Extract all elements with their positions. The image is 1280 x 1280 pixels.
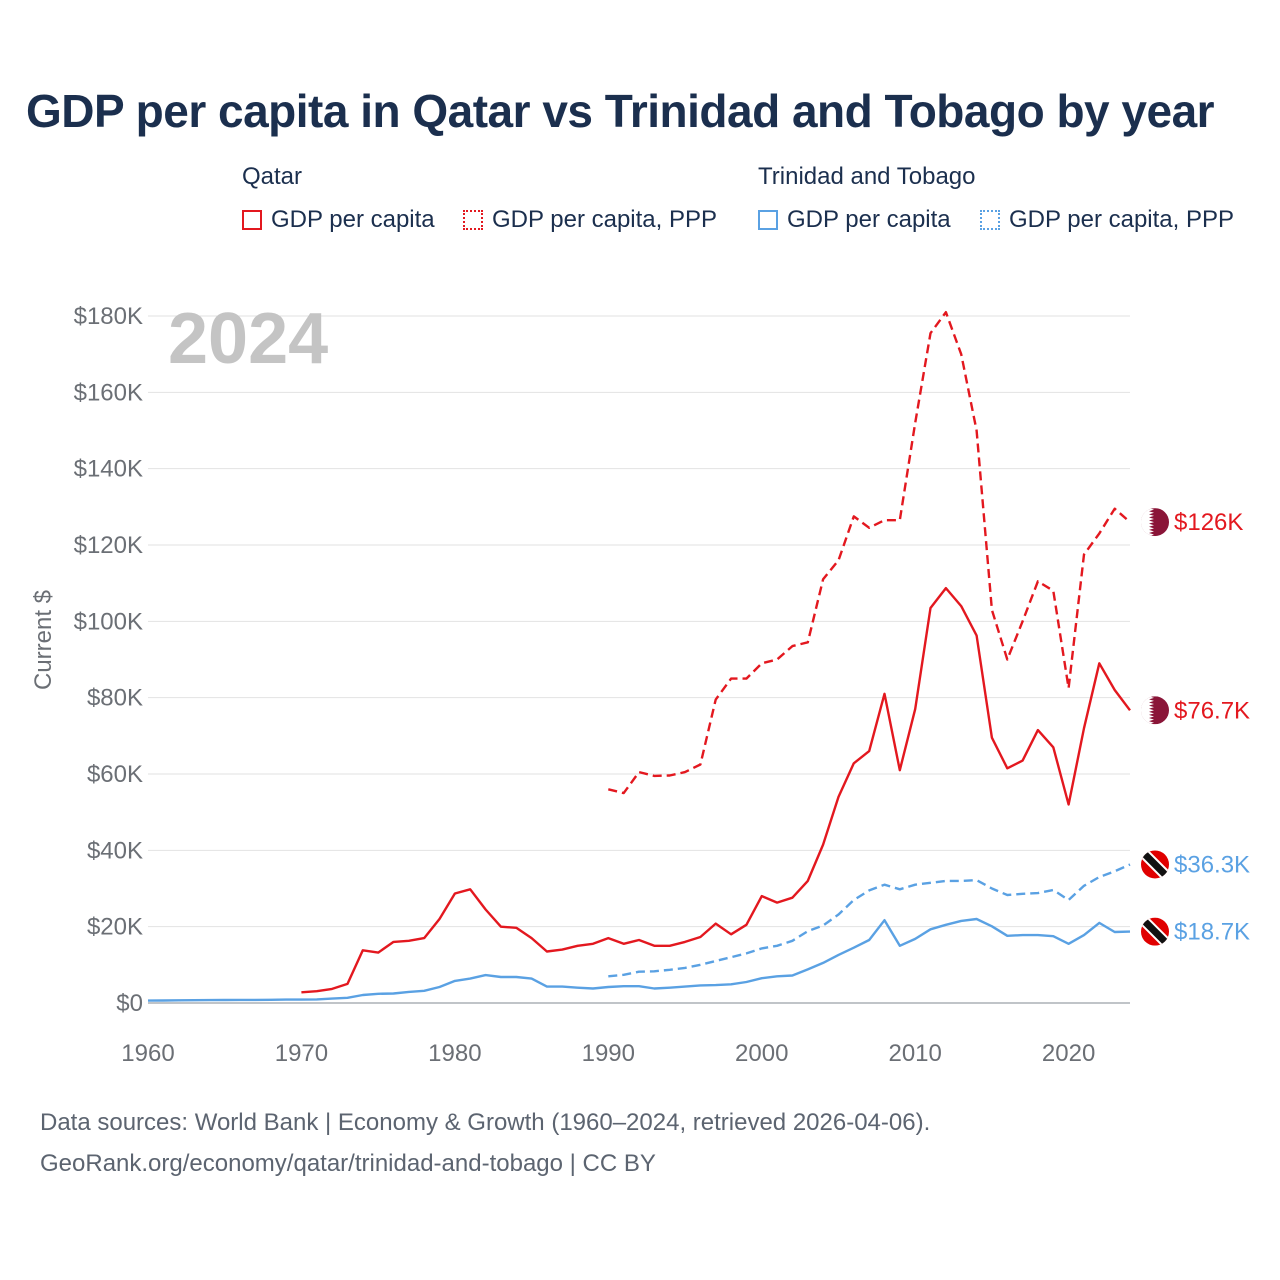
end-value-label: $36.3K	[1174, 851, 1250, 878]
legend-swatch-dotted-red	[463, 210, 483, 230]
x-tick-label: 2010	[888, 1040, 941, 1067]
legend-item-trinidad-gdp[interactable]: GDP per capita	[758, 206, 951, 234]
series-line-1	[608, 311, 1131, 795]
series-lines	[147, 311, 1131, 1002]
x-tick-label: 1990	[582, 1040, 635, 1067]
y-tick-label: $20K	[87, 914, 143, 941]
x-tick-label: 1980	[428, 1040, 481, 1067]
legend-swatch-solid-blue	[758, 210, 778, 230]
legend-label: GDP per capita, PPP	[1009, 206, 1234, 233]
y-axis-ticks: $0 $20K $40K $60K $80K $100K $120K $140K $160K $1…	[74, 303, 143, 1017]
x-tick-label: 1960	[121, 1040, 174, 1067]
y-tick-label: $40K	[87, 837, 143, 864]
gridlines	[148, 315, 1130, 1004]
x-axis-ticks: 1960 1970 1980 1990 2000 2010 2020	[121, 1040, 1095, 1067]
legend-swatch-dotted-blue	[980, 210, 1000, 230]
legend-group-trinidad: Trinidad and Tobago	[758, 163, 976, 190]
series-line-3	[608, 863, 1131, 978]
y-tick-label: $80K	[87, 685, 143, 712]
footer-sources: Data sources: World Bank | Economy & Gro…	[40, 1109, 931, 1136]
series-line-0	[301, 586, 1131, 994]
y-tick-label: $160K	[74, 379, 143, 406]
legend-label: GDP per capita	[271, 206, 435, 233]
series-line-2	[147, 917, 1131, 1002]
x-tick-label: 2000	[735, 1040, 788, 1067]
chart-title: GDP per capita in Qatar vs Trinidad and …	[26, 85, 1215, 137]
y-tick-label: $100K	[74, 608, 143, 635]
footer-link[interactable]: GeoRank.org/economy/qatar/trinidad-and-t…	[40, 1150, 656, 1177]
legend-item-qatar-gdp-ppp[interactable]: GDP per capita, PPP	[463, 206, 717, 234]
legend-item-qatar-gdp[interactable]: GDP per capita	[242, 206, 435, 234]
legend-item-trinidad-gdp-ppp[interactable]: GDP per capita, PPP	[980, 206, 1234, 234]
end-value-label: $76.7K	[1174, 697, 1250, 724]
y-tick-label: $60K	[87, 761, 143, 788]
y-tick-label: $0	[116, 990, 143, 1017]
y-tick-label: $120K	[74, 532, 143, 559]
x-tick-label: 1970	[275, 1040, 328, 1067]
y-tick-label: $140K	[74, 456, 143, 483]
trinidad-flag-icon	[1141, 917, 1169, 946]
line-chart: $0 $20K $40K $60K $80K $100K $120K $140K $160K $1…	[30, 299, 1250, 1067]
y-axis-label: Current $	[30, 590, 57, 690]
legend-label: GDP per capita	[787, 206, 951, 233]
y-tick-label: $180K	[74, 303, 143, 330]
qatar-flag-icon	[1141, 508, 1169, 537]
trinidad-flag-icon	[1141, 850, 1169, 879]
legend-swatch-solid-red	[242, 210, 262, 230]
x-tick-label: 2020	[1042, 1040, 1095, 1067]
end-value-label: $126K	[1174, 509, 1243, 536]
year-watermark: 2024	[168, 299, 328, 379]
legend-group-qatar: Qatar	[242, 163, 303, 190]
end-value-label: $18.7K	[1174, 919, 1250, 946]
qatar-flag-icon	[1141, 696, 1169, 725]
end-markers: $76.7K $126K $18.7K $36.3K	[1141, 508, 1250, 946]
legend-label: GDP per capita, PPP	[492, 206, 717, 233]
